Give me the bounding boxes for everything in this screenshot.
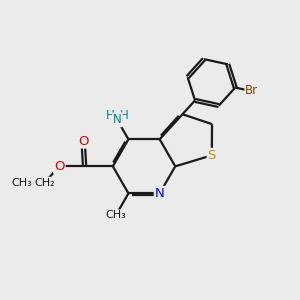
Text: CH₃: CH₃ [12, 178, 33, 188]
Text: CH₃: CH₃ [105, 210, 126, 220]
Text: H: H [106, 109, 115, 122]
Text: O: O [78, 135, 88, 148]
Text: S: S [208, 149, 216, 162]
Text: H: H [120, 109, 128, 122]
Text: CH₂: CH₂ [34, 178, 55, 188]
Text: N: N [113, 113, 122, 126]
Text: O: O [54, 160, 64, 173]
Text: Br: Br [245, 84, 258, 97]
Text: N: N [155, 187, 164, 200]
